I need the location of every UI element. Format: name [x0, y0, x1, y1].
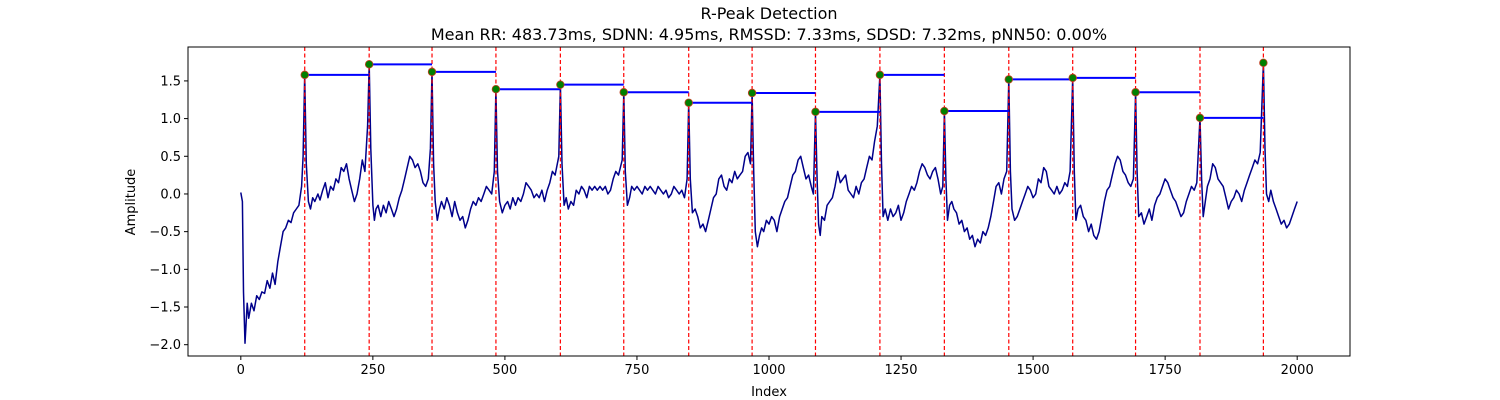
x-tick-label-6: 1500 [1017, 363, 1050, 378]
peak-marker-2 [427, 67, 437, 77]
x-tick-label-4: 1000 [752, 363, 785, 378]
peak-marker-4 [556, 80, 565, 89]
ecg-signal-line [240, 62, 1298, 344]
peak-marker-15 [1259, 58, 1268, 68]
x-tick-label-3: 750 [625, 363, 650, 378]
peak-marker-12 [1068, 73, 1077, 83]
peak-marker-13 [1131, 88, 1140, 97]
x-tick-label-8: 2000 [1281, 363, 1314, 378]
y-tick-label-5: 0.5 [160, 150, 181, 165]
x-tick-label-2: 500 [492, 363, 517, 378]
peak-marker-1 [364, 60, 374, 69]
x-tick-label-1: 250 [360, 363, 385, 378]
peak-marker-7 [747, 88, 757, 98]
peak-marker-11 [1004, 75, 1013, 84]
y-tick-label-6: 1.0 [160, 112, 181, 127]
peak-marker-14 [1195, 113, 1205, 123]
x-tick-label-7: 1750 [1149, 363, 1182, 378]
y-axis-label: Amplitude [124, 169, 139, 236]
y-tick-label-1: −1.5 [149, 301, 181, 316]
peak-marker-0 [300, 70, 309, 80]
y-tick-label-7: 1.5 [160, 74, 181, 89]
y-tick-label-4: 0.0 [160, 187, 181, 202]
x-tick-label-0: 0 [237, 363, 245, 378]
plot-area: 0 250 500 750 1000 1250 1500 1750 2000 −2.0 −1.5 −1… [149, 46, 1351, 378]
chart-title: R-Peak Detection [700, 4, 837, 23]
peak-marker-9 [875, 70, 885, 80]
y-tick-label-2: −1.0 [149, 263, 181, 278]
peak-marker-10 [940, 106, 949, 116]
peak-marker-6 [684, 98, 693, 107]
peak-marker-3 [491, 85, 501, 94]
peak-marker-5 [619, 88, 628, 97]
chart-subtitle: Mean RR: 483.73ms, SDNN: 4.95ms, RMSSD: … [431, 25, 1107, 44]
y-tick-label-3: −0.5 [149, 225, 181, 240]
x-axis-label: Index [751, 385, 787, 400]
x-tick-label-5: 1250 [884, 363, 917, 378]
y-tick-label-0: −2.0 [149, 338, 181, 353]
peak-marker-8 [811, 107, 820, 117]
